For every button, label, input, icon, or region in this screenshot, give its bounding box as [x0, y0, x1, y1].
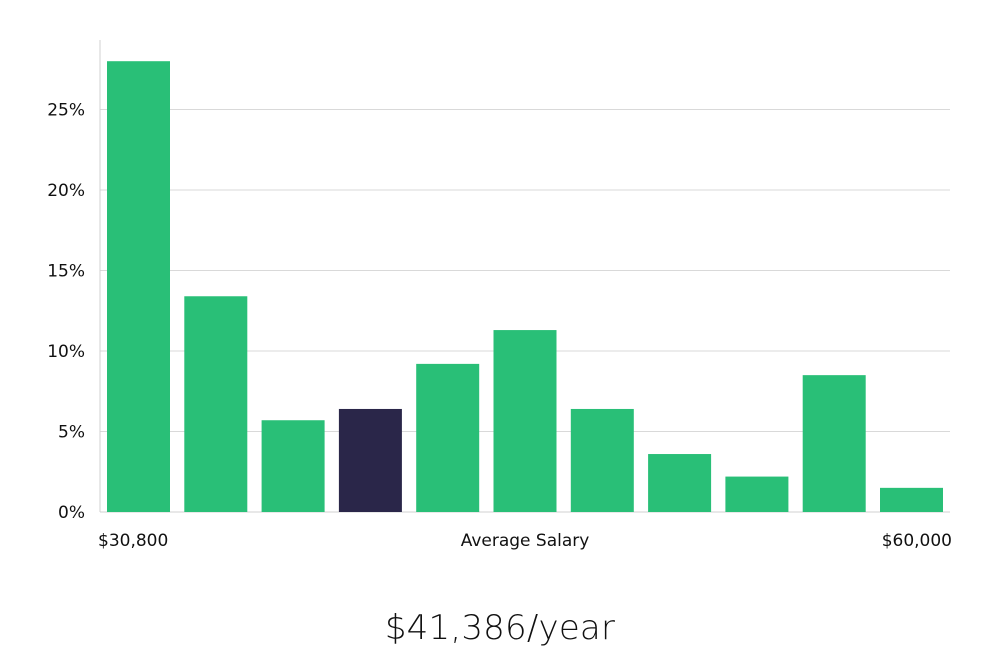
bar: [648, 454, 712, 512]
bar: [107, 61, 170, 512]
salary-distribution-chart: 0%5%10%15%20%25% $30,800 Average Salary …: [47, 40, 952, 551]
y-tick-label: 0%: [58, 503, 85, 523]
y-tick-label: 15%: [47, 262, 85, 282]
y-tick-label: 5%: [58, 423, 85, 443]
average-salary-value: $41,386/year: [384, 608, 616, 648]
bar: [416, 363, 480, 512]
y-tick-label: 20%: [47, 181, 85, 201]
bar: [261, 420, 325, 512]
bar: [880, 487, 943, 512]
x-axis-end-label: $60,000: [882, 531, 952, 551]
bars: [107, 61, 943, 512]
x-axis-start-label: $30,800: [98, 531, 168, 551]
bar: [184, 296, 248, 512]
bar: [493, 330, 557, 512]
bar: [570, 408, 634, 512]
y-tick-label: 10%: [47, 342, 85, 362]
bar-highlighted: [338, 408, 402, 512]
y-axis-ticks: 0% 5% 10% 15% 20% 25%: [47, 101, 85, 524]
x-axis-title: Average Salary: [461, 531, 590, 551]
bar: [802, 375, 866, 512]
bar: [725, 476, 789, 512]
y-tick-label: 25%: [47, 101, 85, 121]
